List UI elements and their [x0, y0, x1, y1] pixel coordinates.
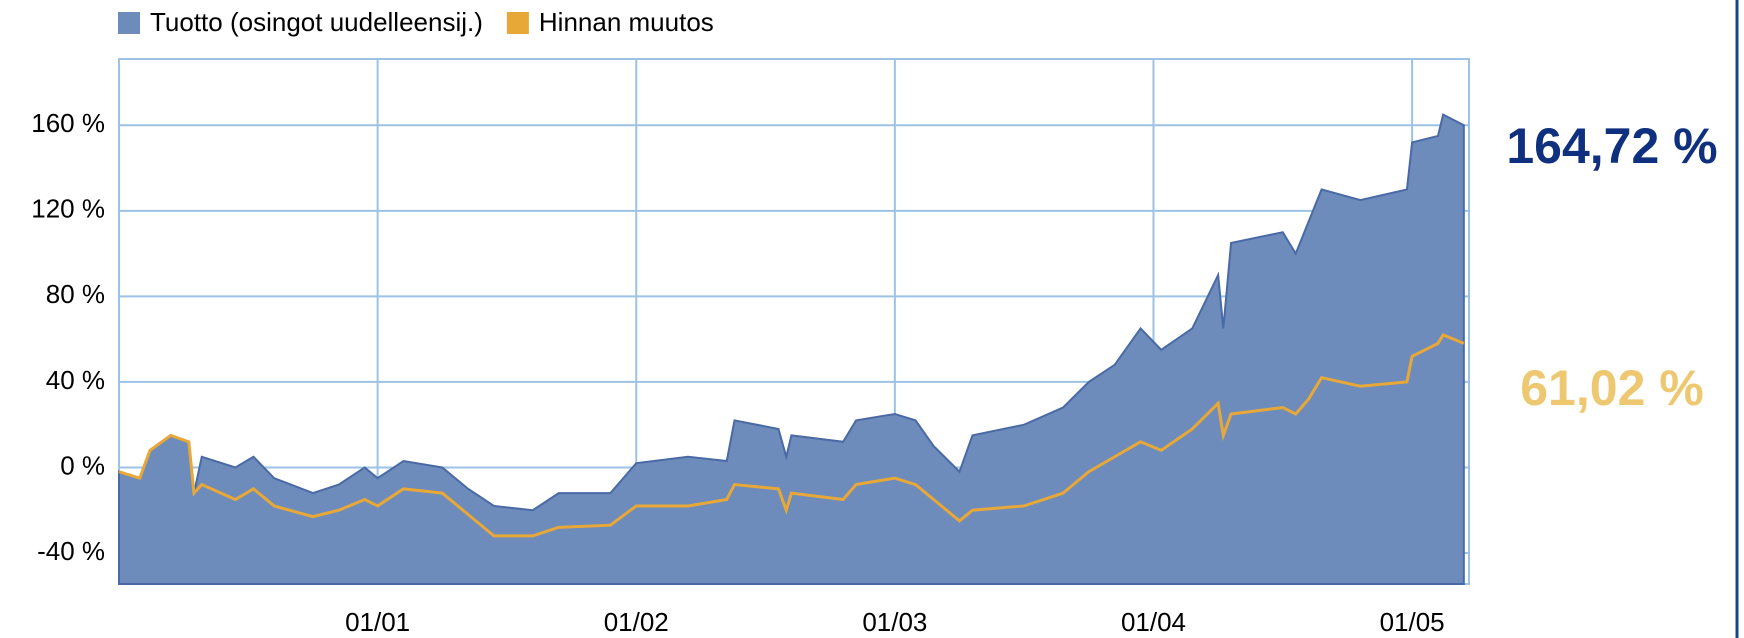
x-tick-label: 01/01	[345, 607, 410, 637]
annotation: 61,02 %	[1520, 360, 1703, 416]
x-tick-label: 01/05	[1380, 607, 1445, 637]
x-tick-label: 01/02	[604, 607, 669, 637]
y-tick-label: 120 %	[31, 194, 105, 224]
y-tick-label: -40 %	[37, 536, 105, 566]
y-tick-label: 80 %	[46, 279, 105, 309]
y-tick-label: 160 %	[31, 108, 105, 138]
annotation: 164,72 %	[1506, 118, 1717, 174]
legend-label: Tuotto (osingot uudelleensij.)	[150, 7, 483, 37]
x-tick-label: 01/04	[1121, 607, 1186, 637]
y-tick-label: 40 %	[46, 365, 105, 395]
area	[118, 113, 1465, 585]
line	[118, 332, 1465, 538]
legend-label: Hinnan muutos	[539, 7, 714, 37]
x-tick-label: 01/03	[862, 607, 927, 637]
legend-swatch	[118, 12, 140, 34]
y-tick-label: 0 %	[60, 450, 105, 480]
legend-swatch	[506, 12, 529, 34]
